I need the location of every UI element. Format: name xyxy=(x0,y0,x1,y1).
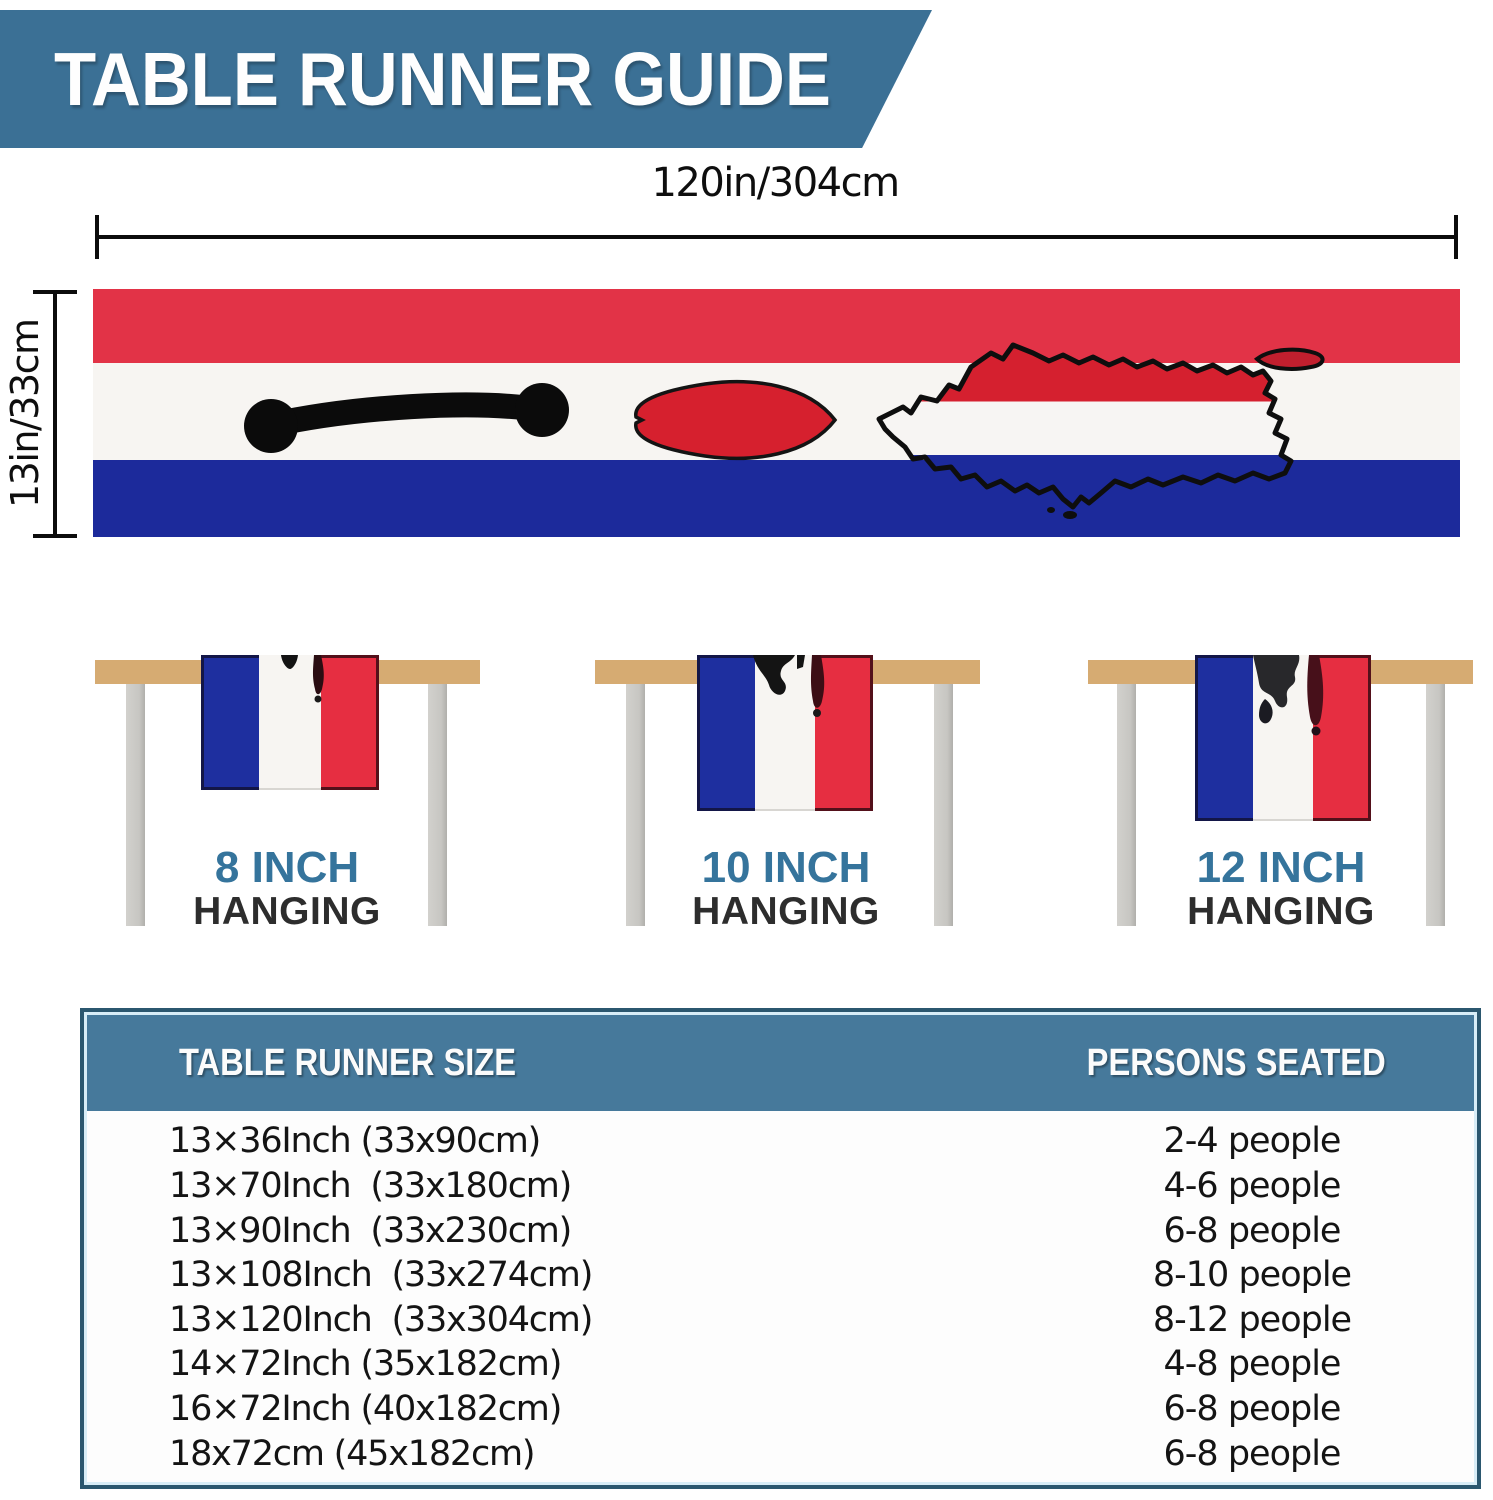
hanging-stripe-blue xyxy=(697,655,755,811)
map-overlap-marks xyxy=(1253,655,1324,736)
size-cell: 18x72cm (45x182cm) xyxy=(169,1433,536,1474)
hanging-runner xyxy=(697,655,873,811)
table-row: 13×70Inch (33x180cm) 4-6 people xyxy=(87,1164,1474,1208)
size-table-header: TABLE RUNNER SIZE PERSONS SEATED xyxy=(87,1015,1474,1111)
hanging-stripe-blue xyxy=(1195,655,1253,821)
table-row: 13×90Inch (33x230cm) 6-8 people xyxy=(87,1209,1474,1253)
table-row: 13×36Inch (33x90cm) 2-4 people xyxy=(87,1119,1474,1163)
people-cell: 6-8 people xyxy=(1163,1389,1342,1430)
title-banner: TABLE RUNNER GUIDE xyxy=(0,10,932,148)
width-dimension-cap-right xyxy=(1454,215,1458,259)
width-dimension-cap-left xyxy=(95,215,99,259)
height-dimension-label: 13in/33cm xyxy=(3,319,47,509)
hanging-size-label: 8 INCH xyxy=(214,843,360,892)
height-dimension-line xyxy=(53,290,57,538)
table-leg xyxy=(934,684,953,926)
people-cell: 8-10 people xyxy=(1152,1255,1352,1296)
bone-motif xyxy=(244,383,569,453)
size-cell: 14×72Inch (35x182cm) xyxy=(169,1344,562,1385)
table-row: 13×120Inch (33x304cm) 8-12 people xyxy=(87,1298,1474,1342)
runner-preview xyxy=(93,289,1460,537)
heart-motif xyxy=(634,379,838,461)
size-table-body: 13×36Inch (33x90cm) 2-4 people 13×70Inch… xyxy=(87,1111,1474,1482)
hanging-sub-label: HANGING xyxy=(1187,890,1375,933)
people-cell: 8-12 people xyxy=(1152,1299,1352,1340)
height-dimension-cap-bottom xyxy=(33,534,77,538)
hanging-stripe-red xyxy=(815,655,873,811)
country-map-motif xyxy=(876,342,1325,519)
hanging-stripe-red xyxy=(321,655,379,790)
column-header-persons: PERSONS SEATED xyxy=(1086,1041,1386,1084)
hanging-sub-label: HANGING xyxy=(193,890,381,933)
size-table: TABLE RUNNER SIZE PERSONS SEATED 13×36In… xyxy=(80,1008,1481,1489)
height-dimension-cap-top xyxy=(33,290,77,294)
table-leg xyxy=(626,684,645,926)
table-leg xyxy=(1117,684,1136,926)
people-cell: 6-8 people xyxy=(1163,1210,1342,1251)
table-row: 13×108Inch (33x274cm) 8-10 people xyxy=(87,1253,1474,1297)
size-cell: 13×36Inch (33x90cm) xyxy=(169,1121,541,1162)
hanging-sub-label: HANGING xyxy=(692,890,880,933)
hanging-stripe-white xyxy=(259,655,321,790)
size-cell: 13×120Inch (33x304cm) xyxy=(169,1299,593,1340)
column-header-size: TABLE RUNNER SIZE xyxy=(179,1041,517,1084)
table-leg xyxy=(1426,684,1445,926)
map-overlap-marks xyxy=(753,655,825,717)
table-row: 14×72Inch (35x182cm) 4-8 people xyxy=(87,1342,1474,1386)
people-cell: 2-4 people xyxy=(1163,1121,1342,1162)
runner-stripe-red xyxy=(93,289,1460,363)
table-leg xyxy=(126,684,145,926)
table-leg xyxy=(428,684,447,926)
page-title: TABLE RUNNER GUIDE xyxy=(54,37,831,121)
island-motif xyxy=(1253,347,1325,371)
hanging-runner xyxy=(201,655,379,790)
size-cell: 16×72Inch (40x182cm) xyxy=(169,1389,562,1430)
width-dimension-label: 120in/304cm xyxy=(651,160,900,206)
people-cell: 4-6 people xyxy=(1163,1165,1342,1206)
people-cell: 6-8 people xyxy=(1163,1433,1342,1474)
people-cell: 4-8 people xyxy=(1163,1344,1342,1385)
hanging-size-label: 12 INCH xyxy=(1196,843,1366,892)
width-dimension-line xyxy=(95,235,1458,239)
table-row: 18x72cm (45x182cm) 6-8 people xyxy=(87,1432,1474,1476)
size-cell: 13×90Inch (33x230cm) xyxy=(169,1210,572,1251)
hanging-size-label: 10 INCH xyxy=(701,843,871,892)
runner-motifs xyxy=(244,342,1325,519)
map-overlap-marks xyxy=(281,655,324,703)
hanging-stripe-blue xyxy=(201,655,259,790)
table-row: 16×72Inch (40x182cm) 6-8 people xyxy=(87,1387,1474,1431)
hanging-stripe-white xyxy=(755,655,815,811)
size-cell: 13×108Inch (33x274cm) xyxy=(169,1255,593,1296)
size-cell: 13×70Inch (33x180cm) xyxy=(169,1165,572,1206)
